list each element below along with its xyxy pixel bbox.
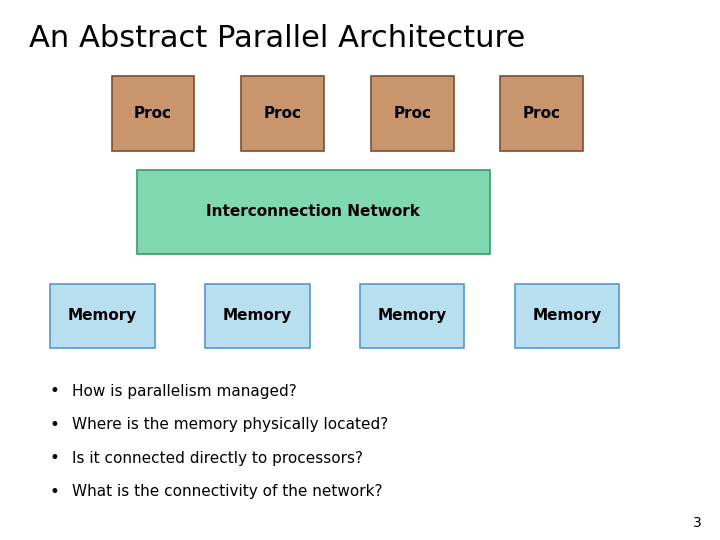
FancyBboxPatch shape [205,284,310,348]
Text: Memory: Memory [377,308,447,323]
Text: What is the connectivity of the network?: What is the connectivity of the network? [72,484,382,500]
Text: Is it connected directly to processors?: Is it connected directly to processors? [72,451,363,466]
Text: Interconnection Network: Interconnection Network [206,205,420,219]
Text: Where is the memory physically located?: Where is the memory physically located? [72,417,388,433]
FancyBboxPatch shape [241,76,324,151]
Text: •: • [49,449,59,468]
FancyBboxPatch shape [112,76,194,151]
Text: Proc: Proc [393,106,431,121]
Text: An Abstract Parallel Architecture: An Abstract Parallel Architecture [29,24,525,53]
Text: Memory: Memory [68,308,138,323]
FancyBboxPatch shape [50,284,155,348]
Text: Proc: Proc [134,106,172,121]
Text: Proc: Proc [264,106,302,121]
FancyBboxPatch shape [137,170,490,254]
Text: •: • [49,483,59,501]
FancyBboxPatch shape [500,76,583,151]
Text: 3: 3 [693,516,702,530]
FancyBboxPatch shape [515,284,619,348]
Text: •: • [49,416,59,434]
Text: Proc: Proc [523,106,561,121]
FancyBboxPatch shape [371,76,454,151]
Text: Memory: Memory [222,308,292,323]
Text: How is parallelism managed?: How is parallelism managed? [72,384,297,399]
Text: •: • [49,382,59,401]
Text: Memory: Memory [532,308,602,323]
FancyBboxPatch shape [360,284,464,348]
